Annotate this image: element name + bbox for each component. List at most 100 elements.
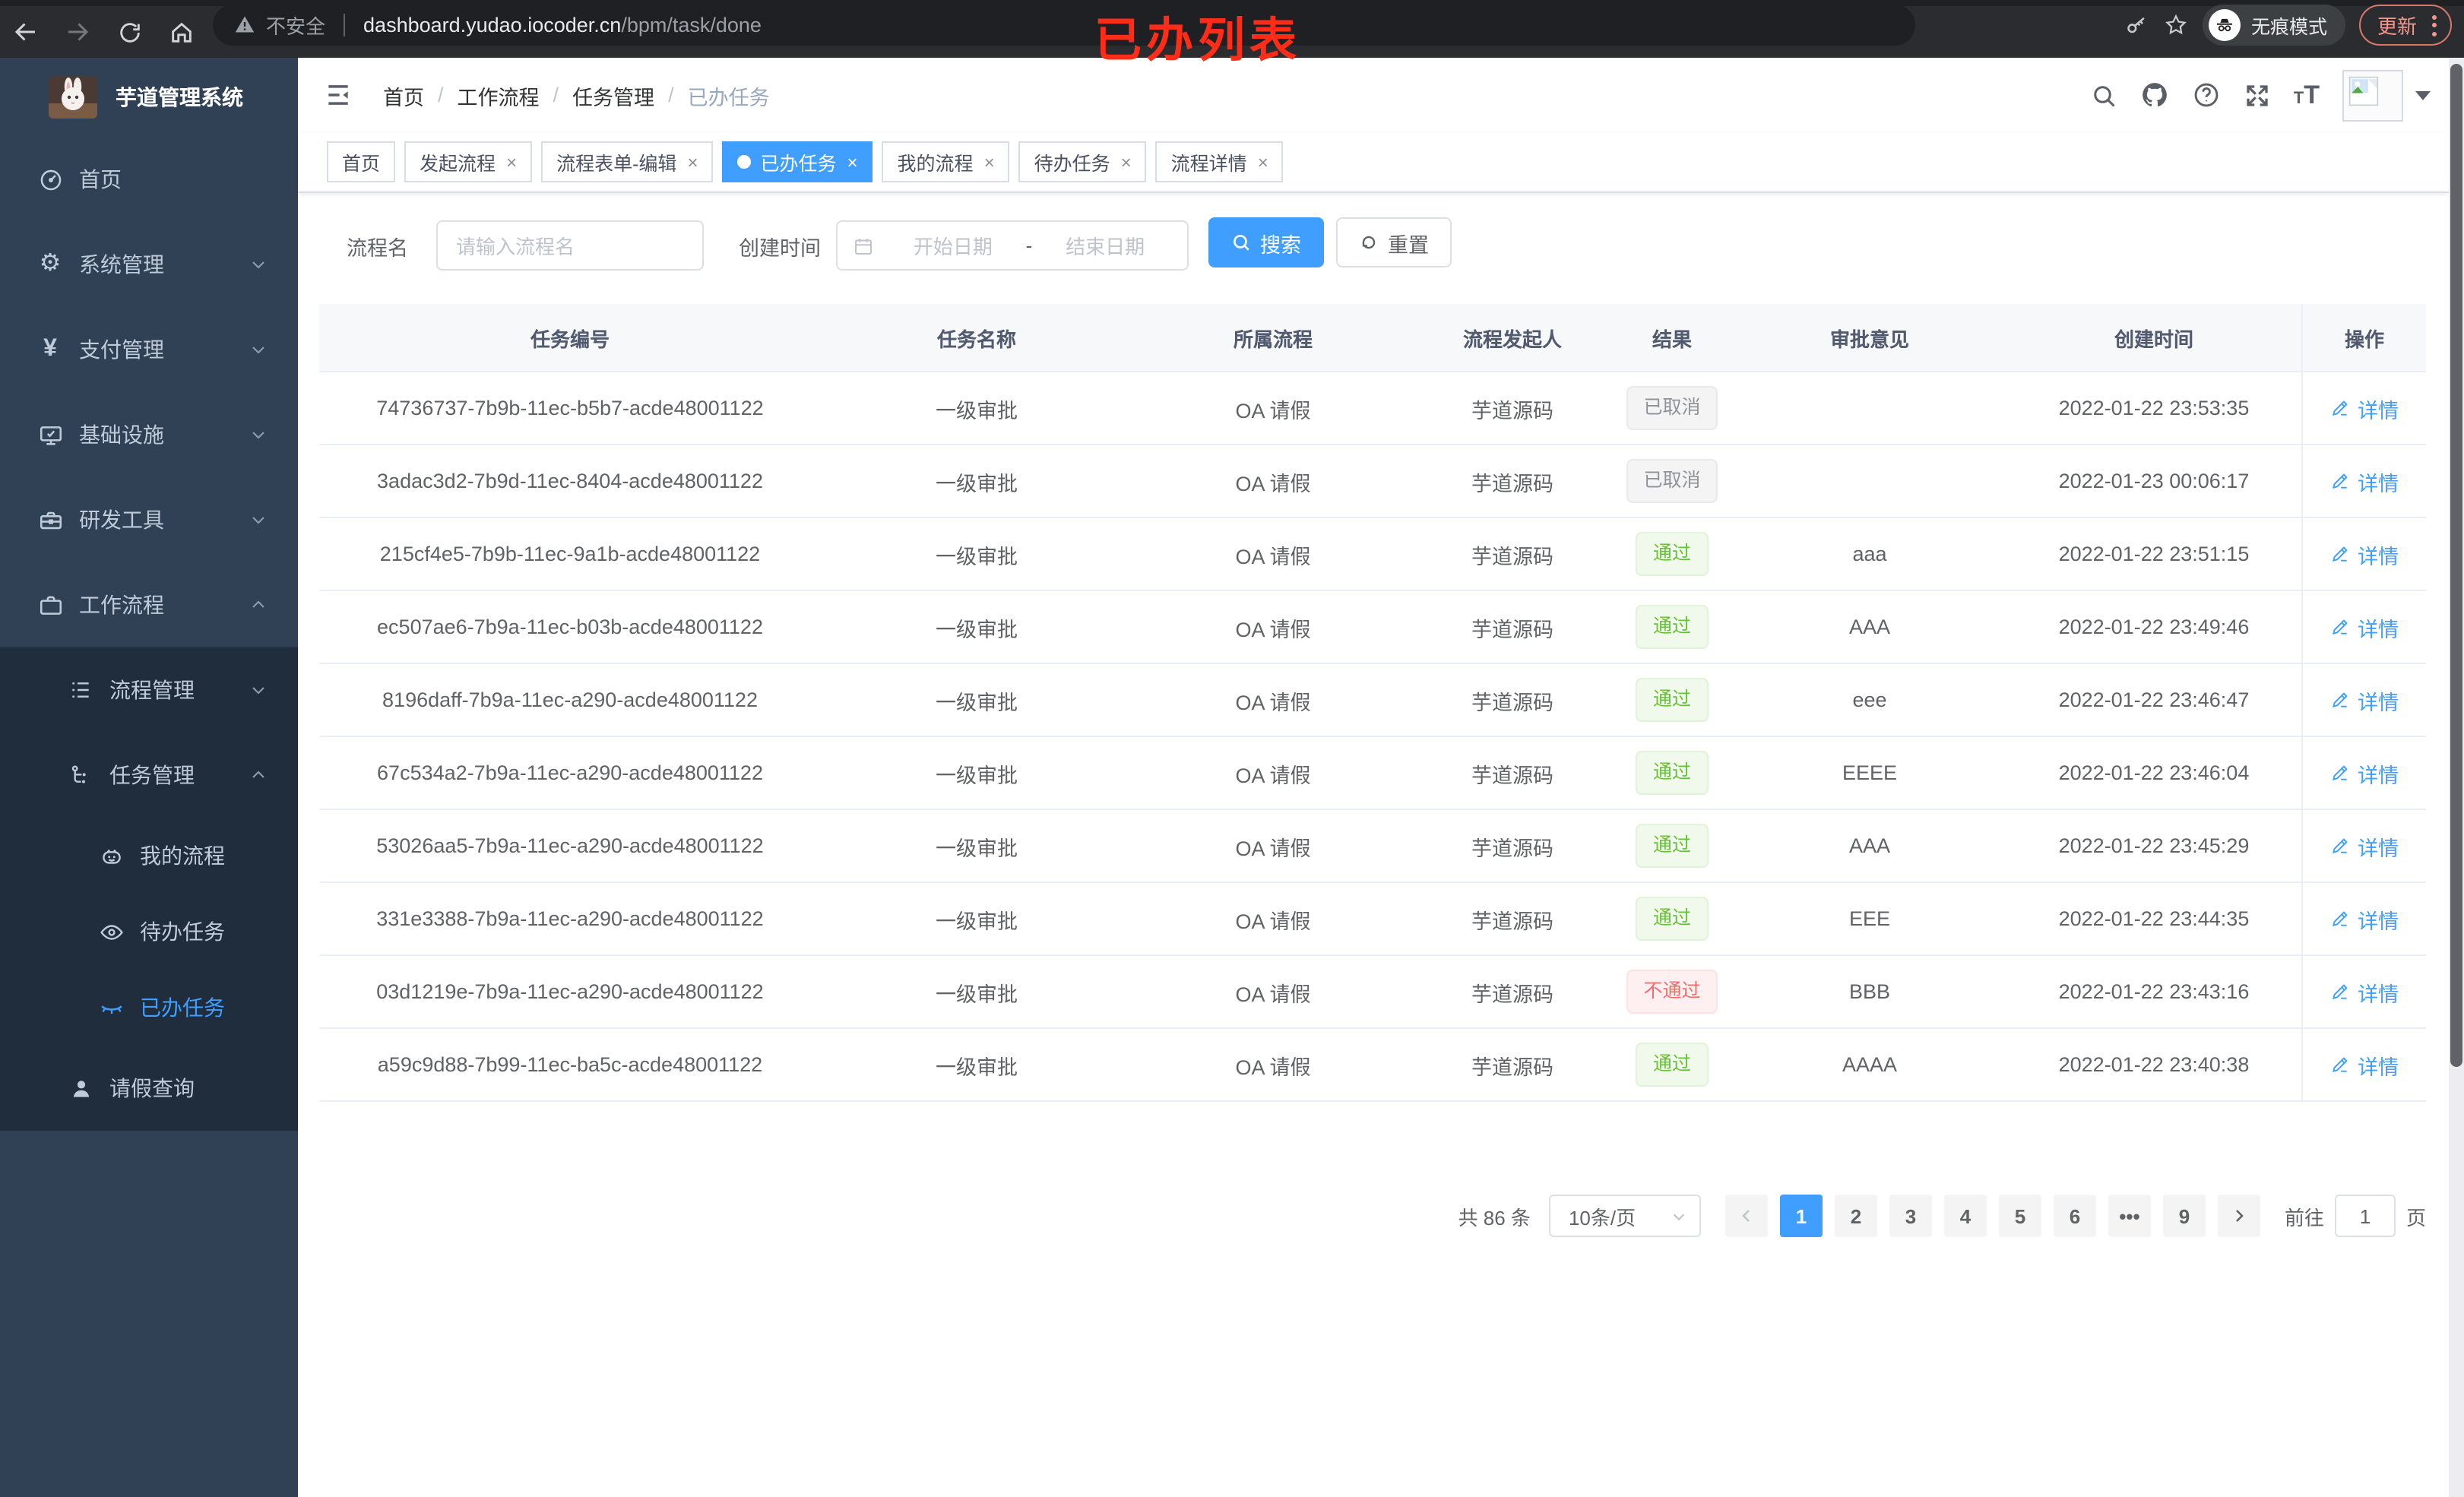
page-button-4[interactable]: 4 [1943,1195,1987,1237]
tab-form-edit[interactable]: 流程表单-编辑 [541,141,714,182]
key-icon[interactable] [2124,12,2149,38]
chevron-down-icon [249,426,268,444]
close-icon[interactable] [687,151,698,172]
detail-link[interactable]: 详情 [2330,976,2399,1007]
detail-link[interactable]: 详情 [2330,393,2399,423]
page-button-6[interactable]: 6 [2053,1195,2096,1237]
goto-page-input[interactable] [2334,1195,2396,1237]
sidebar-item-workflow[interactable]: 工作流程 [0,562,298,647]
page-size-select[interactable]: 10条/页 [1548,1195,1701,1237]
eye-open-icon [97,919,125,945]
sidebar-item-task-mgmt[interactable]: 任务管理 [0,733,298,818]
browser-forward-icon[interactable] [52,11,103,53]
cell-task-name: 一级审批 [936,764,1018,786]
page-scrollbar[interactable] [2449,58,2464,1497]
process-name-label: 流程名 [347,236,408,259]
sidebar-item-label: 我的流程 [140,843,225,868]
sidebar-item-system[interactable]: ⚙ 系统管理 [0,222,298,307]
detail-link[interactable]: 详情 [2330,539,2399,569]
bookmark-star-icon[interactable] [2163,12,2189,38]
detail-link[interactable]: 详情 [2330,1049,2399,1080]
browser-menu-icon[interactable] [2428,14,2441,36]
next-page-button[interactable] [2217,1195,2260,1237]
cell-created: 2022-01-22 23:40:38 [2058,1053,2250,1076]
table-row: 74736737-7b9b-11ec-b5b7-acde48001122 一级审… [319,372,2426,445]
cell-task-id: 03d1219e-7b9a-11ec-a290-acde48001122 [376,980,764,1003]
tab-label: 已办任务 [760,153,837,175]
detail-link[interactable]: 详情 [2330,831,2399,861]
sidebar-item-done-tasks[interactable]: 已办任务 [0,970,298,1046]
detail-link[interactable]: 详情 [2330,466,2399,496]
sidebar-collapse-icon[interactable] [324,81,353,109]
browser-update-button[interactable]: 更新 [2358,5,2452,46]
page-button-1[interactable]: 1 [1779,1195,1823,1237]
tab-label: 发起流程 [420,153,496,175]
cell-process: OA 请假 [1235,910,1311,932]
search-icon[interactable] [2090,81,2117,109]
briefcase-icon [36,592,64,618]
browser-home-icon[interactable] [155,11,207,53]
reset-button[interactable]: 重置 [1336,217,1452,267]
close-icon[interactable] [847,151,858,172]
user-menu[interactable] [2342,69,2431,121]
tab-home[interactable]: 首页 [327,141,396,182]
detail-link[interactable]: 详情 [2330,612,2399,642]
gear-icon: ⚙ [39,251,62,277]
detail-link[interactable]: 详情 [2330,758,2399,788]
github-icon[interactable] [2140,81,2169,109]
person-icon [67,1075,94,1101]
tab-start-process[interactable]: 发起流程 [404,141,533,182]
cell-created: 2022-01-22 23:45:29 [2058,834,2250,857]
sidebar-item-process-mgmt[interactable]: 流程管理 [0,647,298,733]
security-label[interactable]: 不安全 [266,14,326,37]
sidebar-item-infrastructure[interactable]: 基础设施 [0,392,298,477]
detail-link[interactable]: 详情 [2330,904,2399,934]
scrollbar-thumb[interactable] [2450,64,2462,1067]
sidebar-item-home[interactable]: 首页 [0,137,298,222]
sidebar-item-label: 流程管理 [109,678,195,702]
cell-comment: AAAA [1842,1053,1898,1076]
page-button-2[interactable]: 2 [1834,1195,1877,1237]
page-button-5[interactable]: 5 [1998,1195,2041,1237]
breadcrumb-current: 已办任务 [687,86,770,109]
sidebar-item-todo-tasks[interactable]: 待办任务 [0,894,298,970]
cell-task-id: 53026aa5-7b9a-11ec-a290-acde48001122 [376,834,764,857]
page-button-3[interactable]: 3 [1889,1195,1932,1237]
detail-label: 详情 [2358,837,2399,859]
sidebar-item-devtools[interactable]: 研发工具 [0,477,298,562]
close-icon[interactable] [984,151,995,172]
yen-icon: ¥ [43,336,57,362]
close-icon[interactable] [506,151,517,172]
app-logo-row[interactable]: 芋道管理系统 [0,58,298,137]
breadcrumb-home[interactable]: 首页 [383,86,424,109]
address-bar[interactable]: 不安全 dashboard.yudao.iocoder.cn /bpm/task… [213,4,1915,45]
result-badge: 通过 [1636,897,1708,941]
close-icon[interactable] [1121,151,1132,172]
process-name-input[interactable]: 请输入流程名 [436,220,704,271]
tab-todo-tasks[interactable]: 待办任务 [1018,141,1147,182]
tab-process-detail[interactable]: 流程详情 [1155,141,1284,182]
tab-my-process[interactable]: 我的流程 [882,141,1010,182]
tab-done-tasks[interactable]: 已办任务 [722,141,873,182]
date-range-picker[interactable]: 开始日期 - 结束日期 [836,220,1189,271]
help-icon[interactable] [2192,81,2221,109]
browser-reload-icon[interactable] [103,11,155,53]
sidebar-item-my-process[interactable]: 我的流程 [0,818,298,894]
start-date-placeholder[interactable]: 开始日期 [913,236,993,258]
app-title: 芋道管理系统 [116,85,243,109]
search-button[interactable]: 搜索 [1208,217,1324,267]
detail-link[interactable]: 详情 [2330,685,2399,715]
page-ellipsis-button[interactable]: ••• [2108,1195,2151,1237]
page-button-9[interactable]: 9 [2162,1195,2206,1237]
fullscreen-icon[interactable] [2244,81,2271,109]
sidebar-item-leave-query[interactable]: 请假查询 [0,1046,298,1131]
browser-back-icon[interactable] [0,11,52,53]
sidebar-item-payment[interactable]: ¥ 支付管理 [0,307,298,392]
close-icon[interactable] [1258,151,1268,172]
font-size-icon[interactable]: TT [2293,80,2320,109]
prev-page-button[interactable] [1724,1195,1768,1237]
breadcrumb-workflow[interactable]: 工作流程 [457,86,540,109]
end-date-placeholder[interactable]: 结束日期 [1066,236,1145,258]
breadcrumb-task-mgmt[interactable]: 任务管理 [572,86,655,109]
create-time-label: 创建时间 [739,236,821,259]
